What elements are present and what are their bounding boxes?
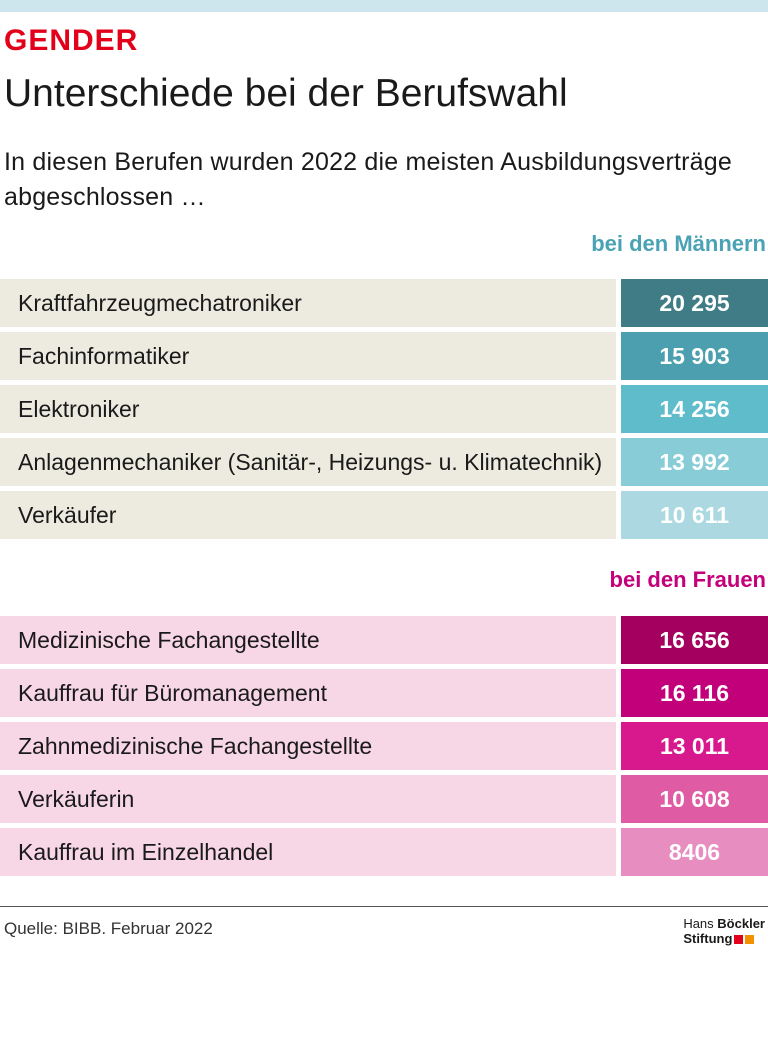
logo-text-stiftung: Stiftung xyxy=(683,931,733,946)
logo-text-hans: Hans xyxy=(683,916,714,931)
men-label: Fachinformatiker xyxy=(18,343,190,369)
women-label: Verkäuferin xyxy=(18,786,135,812)
section-label-women: bei den Frauen xyxy=(609,567,766,592)
men-row: Verkäufer 10 611 xyxy=(0,491,768,539)
women-row: Medizinische Fachangestellte 16 656 xyxy=(0,616,768,664)
women-label-cell: Kauffrau im Einzelhandel xyxy=(0,828,616,876)
women-row: Zahnmedizinische Fachangestellte 13 011 xyxy=(0,722,768,770)
men-value: 20 295 xyxy=(621,279,768,327)
women-label-cell: Kauffrau für Büromanagement xyxy=(0,669,616,717)
women-label-cell: Zahnmedizinische Fachangestellte xyxy=(0,722,616,770)
women-label: Zahnmedizinische Fachangestellte xyxy=(18,733,373,759)
women-row: Kauffrau für Büromanagement 16 116 xyxy=(0,669,768,717)
men-row: Fachinformatiker 15 903 xyxy=(0,332,768,380)
women-value: 16 656 xyxy=(621,616,768,664)
women-label: Medizinische Fachangestellte xyxy=(18,627,320,653)
men-label: Elektroniker xyxy=(18,396,140,422)
kicker: GENDER xyxy=(4,24,139,57)
men-value: 14 256 xyxy=(621,385,768,433)
logo-square-red xyxy=(734,935,744,944)
men-label-cell: Verkäufer xyxy=(0,491,616,539)
men-value: 10 611 xyxy=(621,491,768,539)
source-note: Quelle: BIBB. Februar 2022 xyxy=(4,919,213,938)
women-value: 13 011 xyxy=(621,722,768,770)
women-row: Kauffrau im Einzelhandel 8406 xyxy=(0,828,768,876)
women-value: 16 116 xyxy=(621,669,768,717)
women-label: Kauffrau für Büromanagement xyxy=(18,680,327,706)
women-label-cell: Medizinische Fachangestellte xyxy=(0,616,616,664)
men-row: Elektroniker 14 256 xyxy=(0,385,768,433)
men-label: Anlagenmechaniker (Sanitär-, Heizungs- u… xyxy=(18,449,603,475)
hans-boeckler-logo: Hans Böckler Stiftung xyxy=(683,916,765,946)
page-subtitle: In diesen Berufen wurden 2022 die meiste… xyxy=(4,148,732,211)
men-label: Kraftfahrzeugmechatroniker xyxy=(18,290,302,316)
men-value: 13 992 xyxy=(621,438,768,486)
men-row: Anlagenmechaniker (Sanitär-, Heizungs- u… xyxy=(0,438,768,486)
women-label: Kauffrau im Einzelhandel xyxy=(18,839,274,865)
men-row: Kraftfahrzeugmechatroniker 20 295 xyxy=(0,279,768,327)
women-value: 8406 xyxy=(621,828,768,876)
men-value: 15 903 xyxy=(621,332,768,380)
page-title: Unterschiede bei der Berufswahl xyxy=(4,72,568,115)
men-label: Verkäufer xyxy=(18,502,117,528)
logo-square-orange xyxy=(745,935,755,944)
men-label-cell: Anlagenmechaniker (Sanitär-, Heizungs- u… xyxy=(0,438,616,486)
men-label-cell: Kraftfahrzeugmechatroniker xyxy=(0,279,616,327)
logo-text-boeckler: Böckler xyxy=(717,916,765,931)
women-label-cell: Verkäuferin xyxy=(0,775,616,823)
footer-divider xyxy=(0,906,768,907)
top-accent-bar xyxy=(0,0,768,12)
section-label-men: bei den Männern xyxy=(591,231,766,256)
women-value: 10 608 xyxy=(621,775,768,823)
men-label-cell: Fachinformatiker xyxy=(0,332,616,380)
women-row: Verkäuferin 10 608 xyxy=(0,775,768,823)
men-label-cell: Elektroniker xyxy=(0,385,616,433)
